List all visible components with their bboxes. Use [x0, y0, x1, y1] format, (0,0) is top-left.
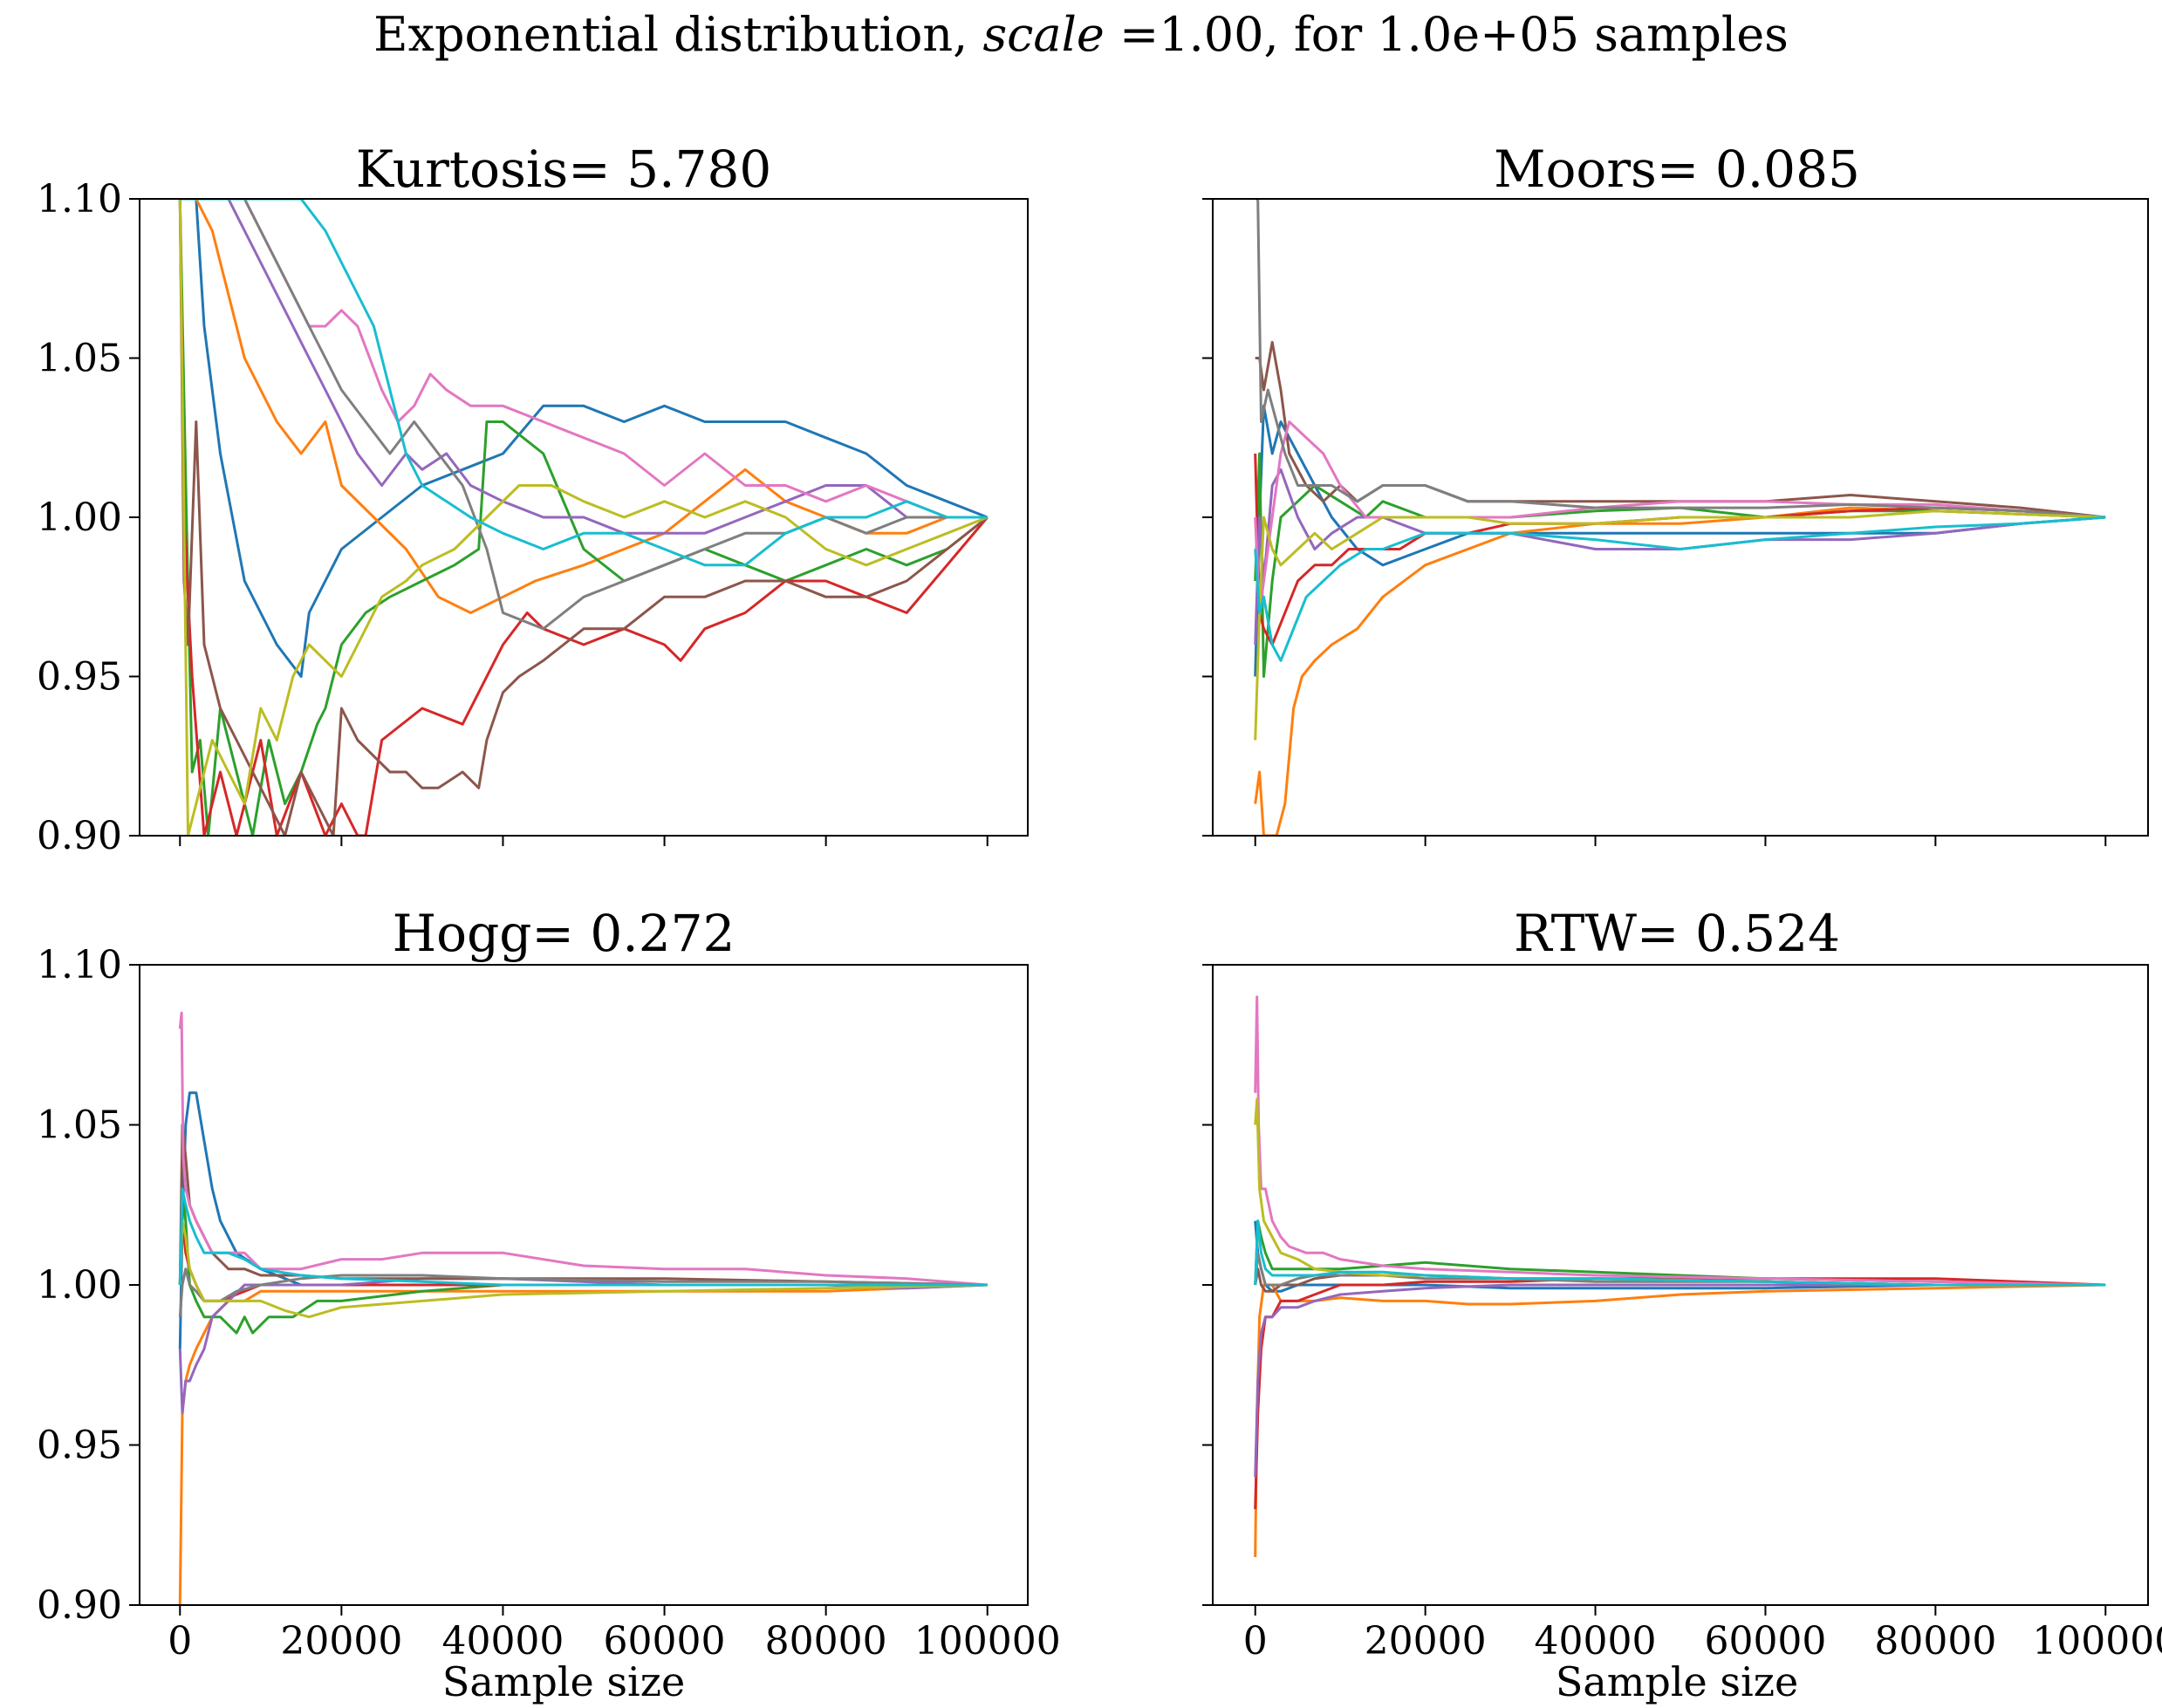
- rtw-series-group: [1254, 995, 2106, 1558]
- rtw-x-tick-label: 80000: [1874, 1619, 1996, 1664]
- hogg-series-line-2: [178, 1283, 988, 1605]
- rtw-series-line-3: [1254, 1220, 2106, 1287]
- hogg-y-tick-label: 1.05: [37, 1103, 122, 1148]
- kurtosis-series-line-1: [180, 199, 989, 678]
- moors-panel: Moors= 0.085: [1202, 140, 2149, 846]
- rtw-x-tick-label: 60000: [1704, 1619, 1826, 1664]
- rtw-series-line-2: [1254, 1283, 2106, 1558]
- figure-title: Exponential distribution, scale =1.00, f…: [373, 7, 1789, 62]
- kurtosis-series-line-6: [178, 199, 989, 836]
- rtw-series-line-10: [1254, 1220, 2106, 1287]
- moors-series-group: [1254, 199, 2106, 836]
- kurtosis-series-line-3: [178, 199, 989, 836]
- moors-panel-title: Moors= 0.085: [1494, 140, 1860, 199]
- rtw-series-line-8: [1254, 1251, 2106, 1287]
- kurtosis-series-line-5: [180, 199, 988, 535]
- hogg-series-line-5: [178, 1277, 988, 1415]
- hogg-series-line-9: [178, 1220, 988, 1319]
- kurtosis-series-line-7: [180, 199, 988, 519]
- kurtosis-panel: Kurtosis= 5.780 0.90 0.95 1.00 1.05 1.10: [37, 140, 1029, 858]
- hogg-series-line-7: [178, 1011, 988, 1287]
- kurtosis-y-tick-label: 0.90: [37, 814, 122, 858]
- moors-series-line-8: [1255, 199, 2106, 519]
- rtw-panel: RTW= 0.524 Sample size 0 20000 40000 60000 8…: [1202, 904, 2162, 1705]
- moors-series-line-4: [1254, 453, 2106, 646]
- rtw-series-line-7: [1254, 995, 2106, 1287]
- rtw-x-tick-label: 20000: [1365, 1619, 1487, 1664]
- kurtosis-y-tick-label: 1.10: [37, 177, 122, 222]
- hogg-x-tick-label: 80000: [765, 1619, 887, 1664]
- hogg-x-axis-label: Sample size: [442, 1658, 685, 1705]
- rtw-series-line-4: [1254, 1277, 2106, 1509]
- kurtosis-series-line-9: [178, 199, 989, 836]
- moors-series-line-5: [1254, 468, 2106, 646]
- hogg-panel-title: Hogg= 0.272: [393, 904, 735, 963]
- hogg-x-tick-label: 0: [168, 1619, 192, 1664]
- moors-series-line-6: [1255, 340, 2106, 519]
- kurtosis-series-line-2: [180, 199, 988, 614]
- hogg-series-group: [178, 1011, 988, 1605]
- hogg-x-tick-label: 20000: [280, 1619, 402, 1664]
- rtw-x-tick-label: 0: [1243, 1619, 1268, 1664]
- hogg-series-line-8: [178, 1267, 988, 1317]
- moors-series-line-10: [1254, 516, 2106, 662]
- moors-series-line-9: [1254, 509, 2106, 741]
- rtw-x-tick-label: 100000: [2032, 1619, 2162, 1664]
- kurtosis-series-line-10: [180, 199, 988, 567]
- rtw-x-tick-label: 40000: [1535, 1619, 1657, 1664]
- hogg-panel: Hogg= 0.272 Sample size 0 20000 40000 60000…: [37, 904, 1061, 1705]
- hogg-series-line-10: [178, 1187, 988, 1287]
- kurtosis-y-tick-label: 0.95: [37, 655, 122, 700]
- hogg-y-tick-label: 0.90: [37, 1583, 122, 1628]
- rtw-series-line-9: [1254, 1097, 2106, 1287]
- rtw-panel-title: RTW= 0.524: [1514, 904, 1840, 963]
- kurtosis-series-group: [178, 199, 989, 836]
- hogg-x-tick-label: 40000: [441, 1619, 564, 1664]
- moors-series-line-1: [1254, 404, 2106, 677]
- hogg-series-line-3: [178, 1187, 988, 1335]
- rtw-series-line-5: [1254, 1283, 2106, 1478]
- moors-series-line-2: [1254, 506, 2106, 836]
- kurtosis-y-tick-label: 1.00: [37, 495, 122, 540]
- hogg-y-tick-label: 1.10: [37, 943, 122, 987]
- hogg-series-line-6: [178, 1124, 988, 1287]
- kurtosis-panel-title: Kurtosis= 5.780: [356, 140, 772, 199]
- hogg-x-tick-label: 100000: [914, 1619, 1061, 1664]
- rtw-x-axis-label: Sample size: [1556, 1658, 1798, 1705]
- hogg-x-tick-label: 60000: [604, 1619, 726, 1664]
- hogg-y-tick-label: 0.95: [37, 1424, 122, 1468]
- kurtosis-y-tick-label: 1.05: [37, 337, 122, 381]
- hogg-y-tick-label: 1.00: [37, 1263, 122, 1308]
